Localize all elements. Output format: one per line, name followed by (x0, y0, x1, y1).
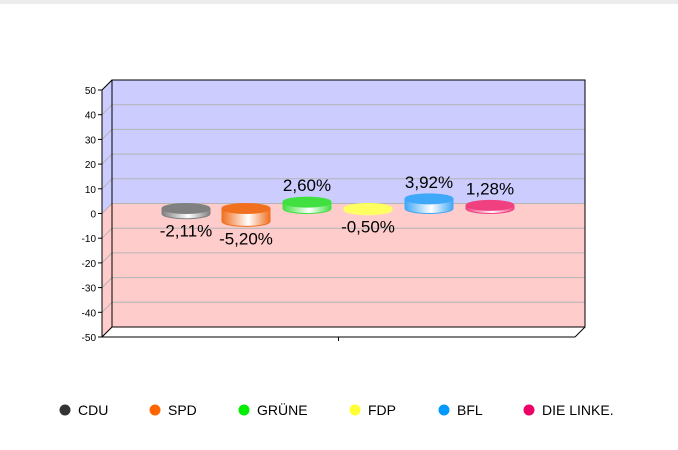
gridline-side (101, 104, 113, 116)
data-label: 3,92% (405, 173, 453, 192)
legend-marker-icon (59, 404, 71, 416)
gridline-side (101, 178, 113, 190)
gridline-side (101, 203, 113, 214)
legend-label: FDP (368, 402, 396, 418)
frame-edge (574, 326, 586, 338)
legend-label: BFL (457, 402, 483, 418)
legend-item-fdp: FDP (349, 402, 396, 418)
bar-outline (404, 198, 454, 214)
gridline-side (101, 301, 113, 313)
gridline-side (101, 252, 113, 264)
legend-marker-icon (238, 404, 250, 416)
bar-top (343, 203, 393, 214)
y-tick-label: -10 (82, 234, 97, 245)
legend-item-bfl: BFL (438, 402, 483, 418)
bar-outline (282, 202, 332, 214)
data-label: 1,28% (466, 179, 514, 198)
bar-outline (221, 208, 271, 227)
top-border (0, 0, 678, 4)
bar-bfl (404, 193, 454, 214)
bar-top (404, 193, 454, 205)
bar-outline (465, 205, 515, 214)
gridline-side (101, 227, 113, 239)
legend-item-grne: GRÜNE (238, 401, 308, 418)
bar-top (221, 203, 271, 214)
y-tick-label: 20 (85, 160, 97, 171)
bar-fdp (343, 203, 393, 216)
positive-region (112, 80, 585, 204)
gridline-side (101, 277, 113, 288)
legend-item-cdu: CDU (59, 402, 108, 418)
data-label: 2,60% (283, 176, 331, 195)
legend-label: CDU (78, 402, 108, 418)
legend-label: DIE LINKE. (542, 402, 614, 418)
bar-top (282, 196, 332, 208)
gridline-side (101, 129, 113, 140)
y-tick-label: -50 (82, 333, 97, 344)
bar-top (161, 203, 211, 214)
legend-label: GRÜNE (257, 401, 308, 418)
y-tick-label: 30 (85, 135, 97, 146)
frame-edge (101, 79, 113, 91)
bar-outline (161, 208, 211, 220)
gridline-side (101, 153, 113, 165)
bar-dielinke (465, 199, 515, 214)
y-tick-label: -40 (82, 308, 97, 319)
data-label: -2,11% (160, 222, 213, 241)
frame-edge (101, 326, 113, 338)
bar-grne (282, 196, 332, 214)
legend-item-dielinke: DIE LINKE. (523, 402, 614, 418)
y-tick-label: 0 (90, 210, 96, 221)
back-wall-border (111, 79, 586, 328)
y-tick-label: -30 (82, 284, 97, 295)
bar-top (465, 199, 515, 211)
y-tick-label: 10 (85, 185, 97, 196)
bar-spd (221, 203, 271, 227)
bar-outline (343, 208, 393, 216)
y-tick-label: 50 (85, 86, 97, 97)
left-wall-positive (102, 80, 112, 214)
negative-region (112, 203, 585, 327)
legend-marker-icon (523, 404, 535, 416)
data-label: -0,50% (341, 218, 395, 237)
legend-label: SPD (168, 402, 197, 418)
y-tick-label: -20 (82, 259, 97, 270)
data-label: -5,20% (219, 229, 273, 248)
left-wall-negative (102, 203, 112, 337)
legend-marker-icon (149, 404, 161, 416)
legend-item-spd: SPD (149, 402, 197, 418)
bar-cdu (161, 203, 211, 220)
legend-marker-icon (438, 404, 450, 416)
y-tick-label: 40 (85, 111, 97, 122)
legend-marker-icon (349, 404, 361, 416)
